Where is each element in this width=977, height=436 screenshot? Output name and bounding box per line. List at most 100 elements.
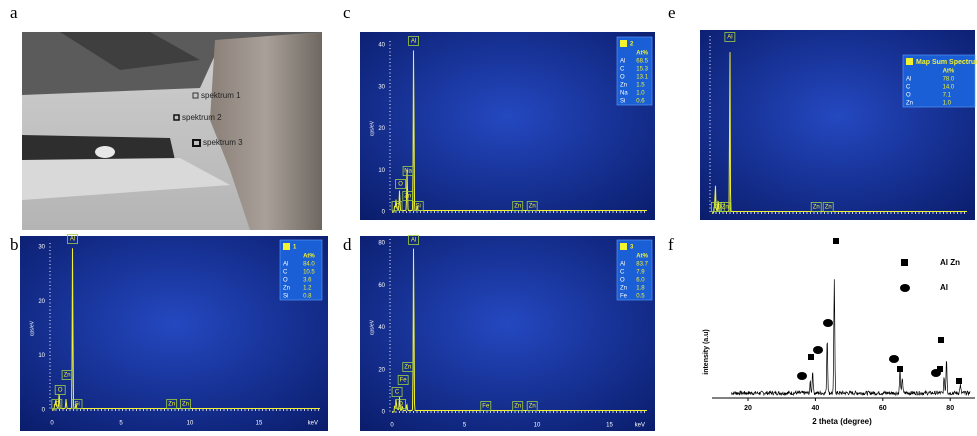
panel-label: e (668, 3, 676, 22)
peak-label: Zn (182, 402, 189, 408)
peak-label: Al (727, 35, 732, 41)
peak-label: Al (411, 238, 416, 244)
marker-al (889, 355, 899, 363)
x-tick-label: 10 (534, 423, 541, 429)
element-value: 78.0 (943, 77, 955, 83)
spot-label: spektrum 3 (203, 138, 243, 147)
peak-label: Zn (514, 404, 521, 410)
peak-label: Zn (404, 194, 411, 200)
xrd-panel: 204060802 theta (degree)intensity (a.u)A… (703, 238, 975, 426)
y-tick-label: 20 (38, 299, 45, 305)
peak-label: Zn (404, 365, 411, 371)
peak-label: C (55, 402, 60, 408)
y-axis-label: cps/eV (369, 120, 375, 136)
legend-swatch (620, 243, 627, 250)
element-value: 1.8 (636, 286, 645, 292)
legend-unit: At% (303, 254, 315, 260)
element-value: 13.1 (636, 75, 648, 81)
peak-label: Al (70, 237, 75, 243)
legend-unit: At% (943, 69, 955, 75)
x-tick-label: 5 (463, 223, 467, 229)
y-tick-label: 80 (378, 241, 385, 247)
element-value: 1.5 (636, 83, 645, 89)
legend-marker (901, 259, 908, 266)
marker-alzn (938, 337, 944, 343)
peak-label: Zn (514, 204, 521, 210)
peak-label: Si (74, 402, 79, 408)
peak-label: Zn (168, 402, 175, 408)
x-tick-label: 15 (606, 423, 613, 429)
figure: abcdefspektrum 1spektrum 2spektrum 30102… (0, 0, 977, 431)
y-axis-label: intensity (a.u) (703, 329, 710, 375)
element-name: Al (620, 59, 625, 65)
element-value: 68.5 (636, 59, 648, 65)
element-name: C (620, 67, 625, 73)
element-value: 3.6 (303, 278, 312, 284)
element-value: 1.0 (943, 101, 952, 107)
x-unit: keV (635, 223, 645, 229)
element-name: O (620, 278, 625, 284)
element-value: 7.9 (636, 270, 645, 276)
peak-label: O (58, 388, 63, 394)
element-name: C (620, 270, 625, 276)
legend-swatch (906, 58, 913, 65)
peak-label: Zn (813, 205, 820, 211)
element-name: O (620, 75, 625, 81)
element-name: Al (906, 77, 911, 83)
peak-label: O (398, 182, 403, 188)
y-tick-label: 40 (378, 325, 385, 331)
element-name: Zn (283, 286, 290, 292)
element-name: Si (283, 294, 288, 300)
legend-unit: At% (636, 51, 648, 57)
y-tick-label: 10 (378, 168, 385, 174)
peak-label: O (398, 402, 403, 408)
element-value: 7.1 (943, 93, 952, 99)
element-value: 0.6 (636, 99, 645, 105)
element-value: 84.0 (303, 262, 315, 268)
element-name: Zn (620, 286, 627, 292)
x-tick-label: 40 (812, 405, 820, 412)
y-tick-label: 10 (38, 353, 45, 359)
marker-alzn (833, 238, 839, 244)
x-tick-label: 15 (606, 223, 613, 229)
panel-label: c (343, 3, 351, 22)
legend-title: Map Sum Spectrum (916, 59, 977, 66)
marker-al (823, 319, 833, 327)
x-tick-label: 15 (256, 421, 263, 427)
peak-label: Zn (529, 204, 536, 210)
peak-label: Zn (722, 205, 729, 211)
peak-label: Zn (529, 404, 536, 410)
element-name: Zn (906, 101, 913, 107)
y-tick-label: 20 (378, 367, 385, 373)
spectrum-panel: 020406080051015keVcps/eVAlZnFeCOFeZnZn3A… (360, 236, 655, 432)
element-name: Na (620, 91, 628, 97)
legend-marker (900, 284, 910, 292)
element-name: O (283, 278, 288, 284)
element-value: 6.0 (636, 278, 645, 284)
y-tick-label: 30 (38, 245, 45, 251)
spot-label: spektrum 1 (201, 91, 241, 100)
panel-label: f (668, 235, 674, 254)
spot-label: spektrum 2 (182, 113, 222, 122)
x-tick-label: 0 (390, 223, 394, 229)
x-tick-label: 60 (879, 405, 887, 412)
element-value: 0.8 (303, 294, 312, 300)
panel-label: a (10, 3, 18, 22)
y-tick-label: 40 (378, 43, 385, 49)
spectrum-panel: AlCOZnZnZnMap Sum SpectrumAt%Al78.0C14.0… (700, 30, 977, 220)
x-tick-label: 80 (946, 405, 954, 412)
legend-unit: At% (636, 254, 648, 260)
x-unit: keV (635, 423, 645, 429)
y-axis-label: cps/eV (369, 319, 375, 335)
x-tick-label: 10 (187, 421, 194, 427)
y-tick-label: 30 (378, 84, 385, 90)
x-tick-label: 20 (744, 405, 752, 412)
x-tick-label: 10 (534, 223, 541, 229)
element-name: Fe (620, 294, 628, 300)
peak-label: Zn (64, 373, 71, 379)
element-value: 15.3 (636, 67, 648, 73)
sem-image (22, 32, 322, 230)
element-value: 1.0 (636, 91, 645, 97)
element-name: Al (620, 262, 625, 268)
